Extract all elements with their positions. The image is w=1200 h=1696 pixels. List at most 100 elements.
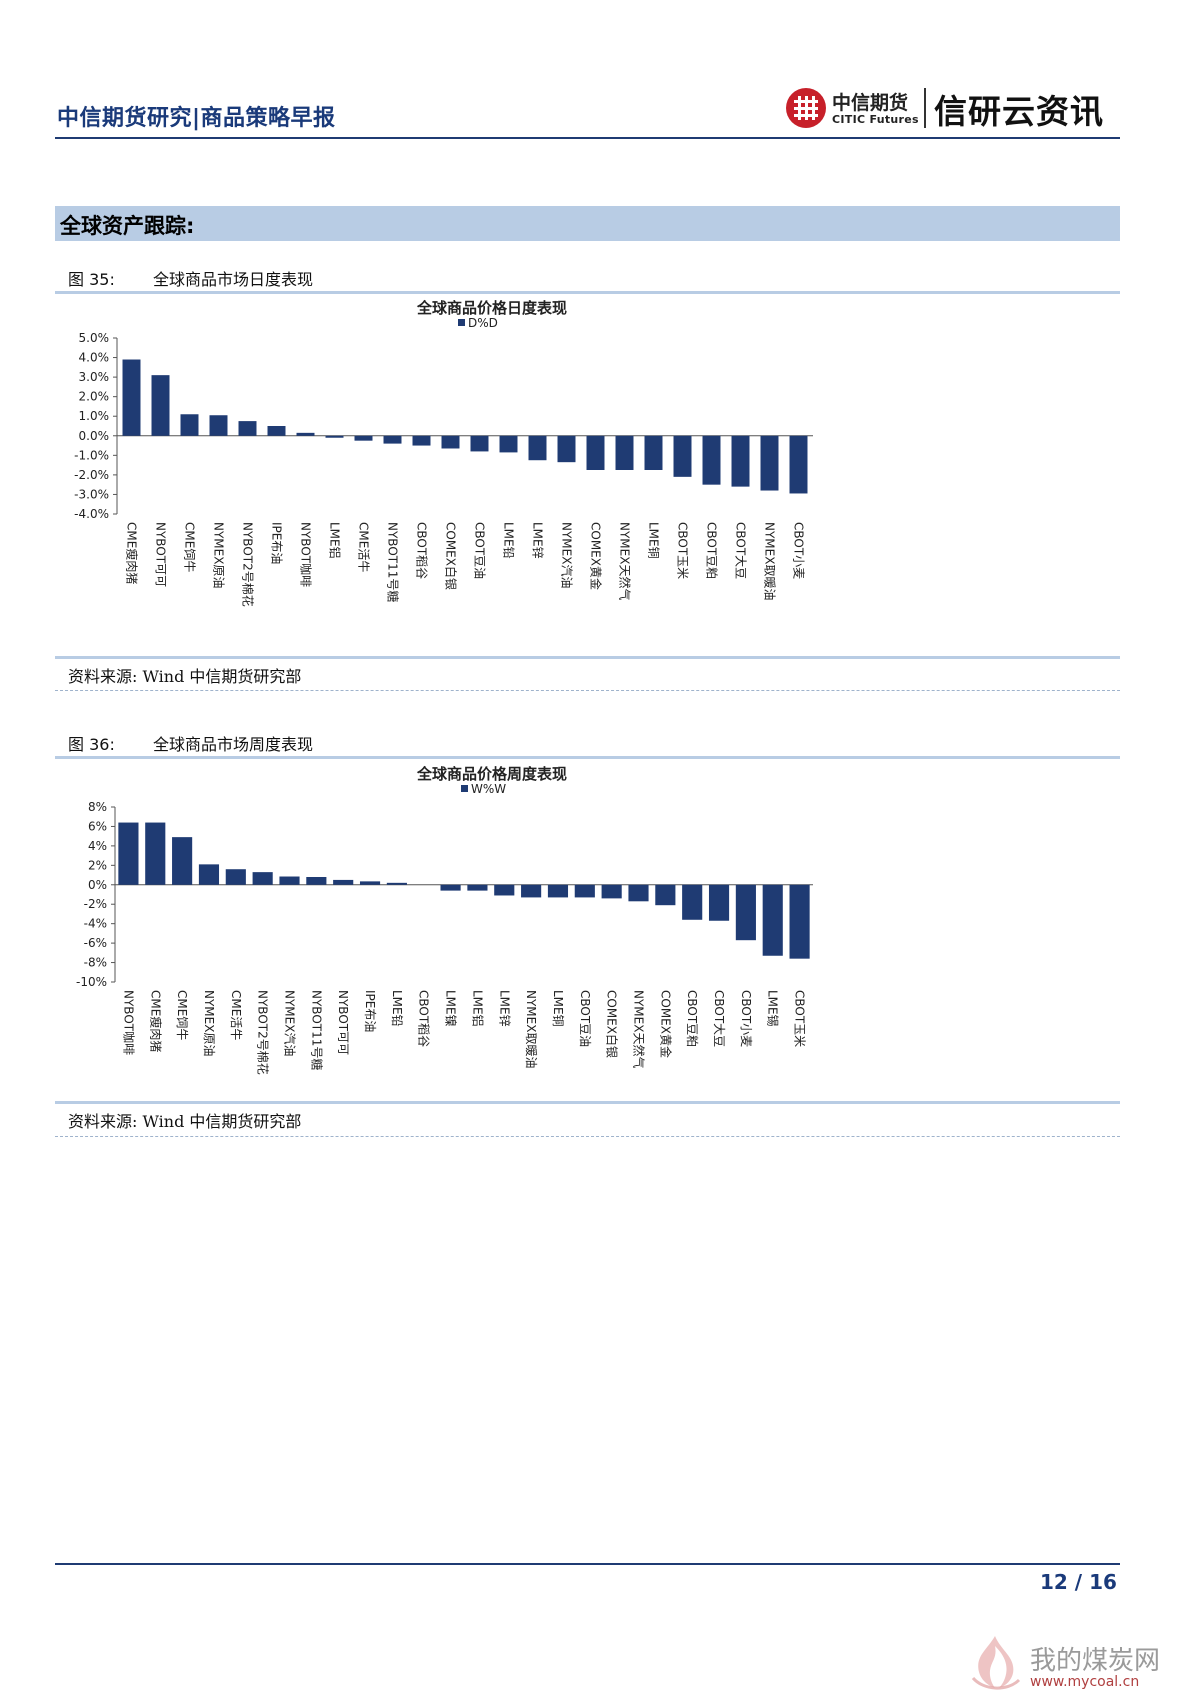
x-tick-label: NYBOT可可: [336, 990, 350, 1055]
x-tick-label: CME饲牛: [175, 990, 190, 1040]
bar: [225, 869, 246, 885]
bar: [383, 435, 402, 444]
x-tick-label: COMEX白银: [444, 522, 459, 590]
x-tick-label: CBOT玉米: [793, 990, 807, 1047]
section-header-bar: [55, 206, 1120, 241]
bar: [145, 822, 166, 885]
bar: [702, 435, 721, 485]
x-tick-label: CBOT稻谷: [415, 522, 429, 579]
y-tick-label: -10%: [76, 975, 107, 989]
y-tick-label: -2.0%: [74, 468, 109, 482]
bar: [386, 882, 407, 885]
y-tick-label: 1.0%: [79, 409, 110, 423]
bar: [441, 435, 460, 449]
x-tick-label: NYMEX取暖油: [524, 990, 538, 1068]
bar: [731, 435, 750, 487]
bar: [238, 421, 257, 436]
x-tick-label: NYBOT咖啡: [121, 990, 136, 1055]
y-tick-label: 4%: [88, 839, 107, 853]
x-tick-label: NYMEX原油: [202, 990, 216, 1056]
bar: [708, 884, 730, 921]
header-divider: [55, 137, 1120, 139]
chart-plot-area: 8% 6% 4% 2% 0% -2% -4% -6% -8% -10% NYBOT咖啡 CME瘦肉猪 C…: [76, 800, 813, 1075]
y-tick-label: -2%: [84, 897, 107, 911]
bar: [760, 435, 779, 491]
x-tick-label: CBOT豆油: [578, 990, 592, 1047]
bar: [354, 435, 373, 441]
x-tick-label: CME瘦肉猪: [125, 522, 140, 584]
figure-caption: 全球商品市场日度表现: [153, 270, 314, 289]
x-tick-label: NYMEX汽油: [283, 990, 298, 1056]
x-tick-label: LME铅: [390, 990, 404, 1027]
y-tick-label: 8%: [88, 800, 107, 814]
x-tick-label: CME饲牛: [183, 522, 198, 572]
watermark-flame-icon: [971, 1636, 1021, 1690]
bar: [306, 877, 327, 885]
figure-top-rule: [55, 291, 1120, 294]
bar: [267, 426, 286, 436]
bar: [601, 884, 622, 899]
footer-divider: [55, 1563, 1120, 1565]
bar: [673, 435, 692, 477]
chart-title: 全球商品价格日度表现: [416, 299, 567, 317]
x-tick-label: LME铜: [551, 990, 566, 1027]
x-tick-label: NYBOT2号棉花: [241, 522, 256, 607]
bar: [586, 435, 605, 470]
company-logo: 中信期货 CITIC Futures 信研云资讯: [786, 86, 1126, 132]
x-tick-label: NYMEX天然气: [632, 990, 647, 1068]
x-tick-label: NYBOT可可: [154, 522, 168, 587]
figure-dashed-rule: [55, 690, 1120, 691]
figure-dashed-rule: [55, 1136, 1120, 1137]
bar: [325, 435, 344, 438]
x-tick-label: IPE布油: [270, 522, 284, 564]
legend-swatch: [458, 319, 465, 326]
bar: [655, 884, 676, 906]
watermark-url: www.mycoal.cn: [1030, 1674, 1140, 1690]
logo-english-name: CITIC Futures: [832, 113, 919, 126]
y-tick-label: 2%: [88, 858, 107, 872]
bar: [467, 884, 488, 891]
x-tick-label: LME铝: [328, 522, 343, 559]
figure-number: 图 36:: [68, 735, 115, 754]
chart-title: 全球商品价格周度表现: [416, 765, 567, 783]
legend-swatch: [461, 785, 468, 792]
bar: [615, 435, 634, 470]
weekly-performance-chart: 全球商品价格周度表现 W%W 8% 6% 4% 2% 0% -2% -4% -6% -8% -10…: [76, 765, 813, 1075]
x-tick-label: CBOT稻谷: [417, 990, 431, 1047]
y-tick-label: 0.0%: [79, 429, 110, 443]
x-tick-label: CBOT豆油: [473, 522, 487, 579]
bar: [547, 884, 569, 898]
x-tick-label: LME铝: [470, 990, 485, 1027]
y-tick-label: 2.0%: [79, 390, 110, 404]
bar: [574, 884, 595, 898]
bar: [209, 415, 228, 436]
x-tick-label: COMEX白银: [605, 990, 620, 1058]
section-title: 全球资产跟踪:: [60, 214, 195, 238]
x-tick-label: NYMEX原油: [212, 522, 226, 588]
x-tick-label: CBOT小麦: [792, 522, 806, 579]
bar: [440, 884, 461, 891]
x-tick-label: LME铜: [647, 522, 662, 559]
x-tick-label: IPE布油: [363, 990, 377, 1032]
bar: [528, 435, 547, 461]
y-tick-label: -4%: [84, 917, 107, 931]
bar: [499, 435, 518, 453]
bar: [521, 884, 542, 898]
figure-bottom-rule: [55, 656, 1120, 659]
x-tick-label: NYBOT咖啡: [299, 522, 314, 587]
x-tick-label: NYMEX汽油: [560, 522, 575, 588]
x-tick-label: NYBOT2号棉花: [256, 990, 271, 1075]
x-tick-label: COMEX黄金: [658, 990, 673, 1058]
bar: [470, 435, 489, 452]
report-title: 中信期货研究|商品策略早报: [57, 106, 336, 131]
x-tick-label: NYMEX天然气: [618, 522, 633, 600]
figure-number: 图 35:: [68, 270, 115, 289]
y-tick-label: -8%: [84, 956, 107, 970]
bar: [628, 884, 649, 902]
bar: [557, 435, 576, 463]
page-number: 12 / 16: [1040, 1570, 1117, 1594]
figure-source: 资料来源: Wind 中信期货研究部: [68, 667, 302, 686]
bar: [412, 435, 431, 446]
bar: [252, 872, 273, 885]
x-tick-label: NYBOT11号糖: [309, 990, 324, 1070]
